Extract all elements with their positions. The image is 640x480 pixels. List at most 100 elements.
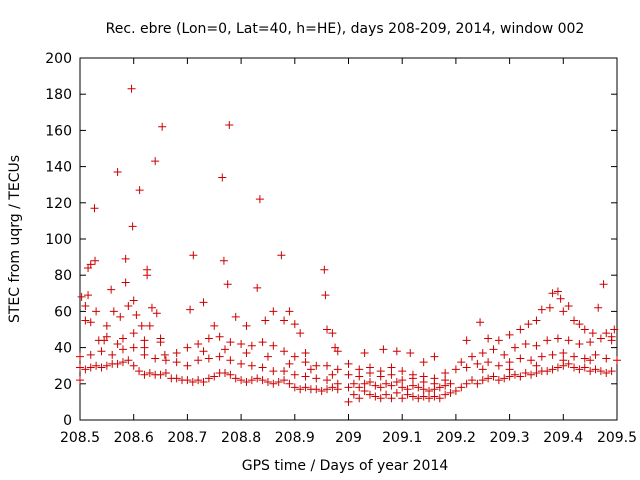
data-point [223, 280, 232, 289]
data-point [451, 365, 460, 374]
x-axis-label: GPS time / Days of year 2014 [242, 458, 449, 474]
data-point [92, 361, 101, 370]
data-point [102, 361, 111, 370]
data-point [527, 356, 536, 365]
data-point [559, 307, 568, 316]
data-point [323, 376, 332, 385]
x-tick-label: 208.8 [221, 430, 261, 446]
data-point [186, 305, 195, 314]
x-tick-label: 209 [335, 430, 362, 446]
data-point [253, 283, 262, 292]
data-point [414, 383, 423, 392]
data-point [121, 278, 130, 287]
y-tick-label: 60 [54, 304, 72, 320]
data-point [306, 365, 315, 374]
data-point [274, 377, 283, 386]
data-point [586, 338, 595, 347]
data-point [156, 370, 165, 379]
data-point [441, 376, 450, 385]
data-point [269, 341, 278, 350]
data-point [129, 361, 138, 370]
data-point [376, 367, 385, 376]
data-point [564, 301, 573, 310]
data-point [430, 352, 439, 361]
data-point [387, 370, 396, 379]
data-point [602, 329, 611, 338]
data-point [158, 122, 167, 131]
y-tick-label: 120 [45, 196, 72, 212]
data-point [107, 285, 116, 294]
data-point [360, 387, 369, 396]
data-point [365, 390, 374, 399]
data-point [86, 350, 95, 359]
data-point [599, 280, 608, 289]
data-point [263, 352, 272, 361]
data-point [532, 341, 541, 350]
data-point [194, 376, 203, 385]
data-point [140, 370, 149, 379]
data-point [218, 173, 227, 182]
data-point [435, 394, 444, 403]
data-point [81, 316, 90, 325]
data-point [591, 350, 600, 359]
data-point [476, 318, 485, 327]
data-point [398, 394, 407, 403]
data-point [301, 358, 310, 367]
data-point [425, 387, 434, 396]
data-point [323, 385, 332, 394]
data-point [462, 336, 471, 345]
data-point [516, 325, 525, 334]
x-tick-label: 209.1 [382, 430, 422, 446]
data-point [494, 376, 503, 385]
axis-ticks: 208.5 208.6 208.7 208.8 208.9 209 209.1 209.2 20… [45, 51, 637, 446]
data-point [365, 377, 374, 386]
data-point [296, 329, 305, 338]
data-point [406, 349, 415, 358]
data-point [516, 354, 525, 363]
data-point [607, 332, 616, 341]
data-point [247, 361, 256, 370]
data-point [468, 376, 477, 385]
data-point [237, 359, 246, 368]
data-point [473, 379, 482, 388]
data-point [333, 347, 342, 356]
data-point [76, 363, 84, 372]
data-point [580, 325, 589, 334]
data-point [255, 195, 264, 204]
data-point [355, 365, 364, 374]
data-point [269, 307, 278, 316]
data-point [419, 372, 428, 381]
data-point [392, 388, 401, 397]
data-point [140, 350, 149, 359]
data-point [398, 376, 407, 385]
data-point [376, 383, 385, 392]
data-point [473, 359, 482, 368]
data-point [570, 316, 579, 325]
data-point [478, 376, 487, 385]
data-point [580, 354, 589, 363]
data-point [76, 352, 84, 361]
data-point [376, 394, 385, 403]
data-point [500, 350, 509, 359]
data-point [86, 260, 95, 269]
data-point [108, 350, 117, 359]
x-tick-label: 208.7 [167, 430, 207, 446]
data-point [231, 374, 240, 383]
data-point [285, 359, 294, 368]
data-point [280, 376, 289, 385]
data-point [510, 343, 519, 352]
data-point [494, 361, 503, 370]
data-point [296, 385, 305, 394]
data-point [290, 370, 299, 379]
data-point [226, 356, 235, 365]
data-point [489, 345, 498, 354]
data-point [468, 352, 477, 361]
data-point [484, 334, 493, 343]
data-point [323, 361, 332, 370]
data-point [570, 352, 579, 361]
data-point [135, 367, 144, 376]
data-point [188, 377, 197, 386]
data-point [408, 381, 417, 390]
data-point [419, 385, 428, 394]
data-point [194, 339, 203, 348]
